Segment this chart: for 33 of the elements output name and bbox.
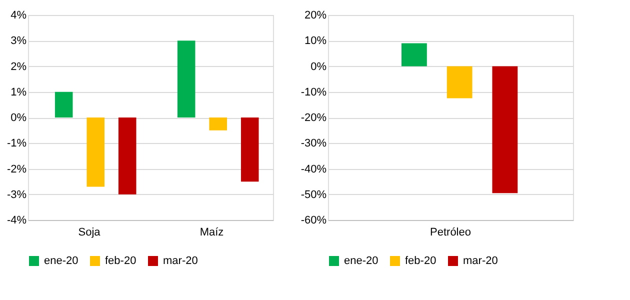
y-tick-label: 4% [10,10,27,22]
y-tick-label: -20% [300,112,327,124]
y-tick-label: -10% [300,86,327,98]
legend-label: mar-20 [463,255,498,267]
bar [209,118,227,130]
bar [118,118,136,194]
y-tick-label: -50% [300,188,327,201]
y-tick-label: 10% [304,35,327,48]
y-tick-label: 2% [10,60,27,73]
bar [54,92,73,118]
legend-label: mar-20 [163,255,198,267]
bar [86,118,104,187]
x-tick-label: Maíz [200,226,224,238]
y-tick-label: 0% [310,60,327,73]
bar [177,40,196,118]
y-tick-label: 3% [10,35,27,48]
legend-label: ene-20 [44,255,78,267]
y-tick-label: 1% [10,86,27,98]
y-tick-label: -4% [6,214,27,226]
bar [240,118,259,182]
legend-label: ene-20 [344,255,378,267]
x-tick-label: Petróleo [430,226,471,238]
legend-label: feb-20 [105,255,136,267]
y-tick-label: 0% [10,112,27,124]
y-tick-label: 20% [304,10,327,22]
legend-label: feb-20 [405,255,436,267]
y-tick-label: -30% [300,138,327,150]
y-tick-label: -1% [6,138,27,150]
y-tick-label: -60% [300,214,327,226]
y-tick-label: -40% [300,163,327,176]
x-tick-label: Soja [78,226,102,238]
y-tick-label: -2% [6,163,27,176]
y-tick-label: -3% [6,188,27,201]
